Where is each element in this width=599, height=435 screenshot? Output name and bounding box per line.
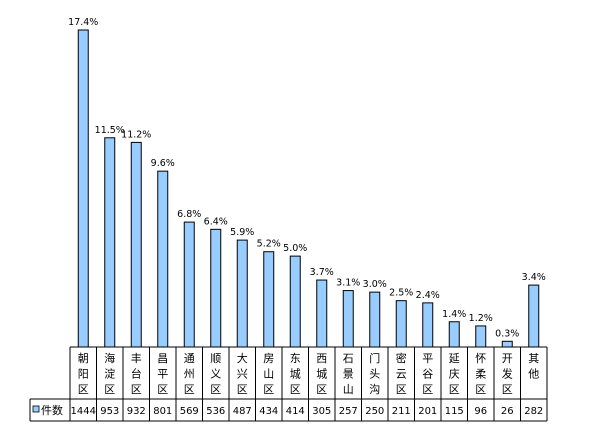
count-cell: 536	[206, 406, 225, 417]
bar	[448, 321, 460, 348]
category-label: 怀柔区	[475, 352, 486, 396]
category-label: 开发区	[502, 352, 513, 396]
value-label: 11.2%	[121, 129, 151, 140]
category-label: 海淀区	[104, 351, 115, 396]
value-label: 3.1%	[336, 278, 360, 289]
category-label: 大兴区	[237, 351, 248, 396]
category-label: 丰台区	[131, 352, 142, 396]
count-cell: 96	[474, 406, 487, 417]
value-label: 3.0%	[363, 279, 387, 290]
count-cell: 932	[127, 406, 146, 417]
legend-swatch	[32, 405, 40, 413]
data-table: 件数 朝阳区 1444 海淀区 953 丰台区 932 昌平区 801 通州区 569 顺义区 536 大…	[29, 346, 548, 422]
bar	[342, 290, 354, 348]
bar	[210, 228, 222, 348]
category-label: 顺义区	[210, 352, 221, 396]
bar	[130, 141, 142, 348]
category-label: 东城区	[290, 352, 301, 396]
category-label: 门头沟	[369, 351, 380, 396]
count-cell: 801	[153, 406, 172, 417]
count-cell: 1444	[71, 406, 96, 417]
value-label: 5.9%	[230, 227, 254, 238]
value-labels-group: 17.4% 11.5%11.2% 9.6% 6.8%6.4%5.9%5.2% 5.0% 3…	[68, 17, 546, 339]
category-label: 房山区	[263, 352, 274, 396]
bar	[475, 325, 487, 348]
bar	[236, 239, 248, 348]
count-cell: 487	[233, 406, 252, 417]
category-label: 石景山	[343, 352, 354, 396]
value-label: 3.7%	[310, 267, 334, 278]
bar	[77, 29, 89, 348]
category-label: 其他	[528, 352, 539, 381]
count-cell: 282	[524, 406, 543, 417]
category-label: 西城区	[316, 352, 327, 396]
value-label: 17.4%	[68, 17, 98, 28]
bar	[501, 340, 513, 348]
count-cell: 26	[501, 406, 514, 417]
value-label: 6.8%	[177, 209, 201, 220]
category-label: 朝阳区	[78, 352, 89, 396]
count-cell: 953	[100, 406, 119, 417]
count-cell: 115	[445, 406, 464, 417]
bar	[395, 300, 407, 348]
value-label: 5.0%	[283, 243, 307, 254]
category-label: 通州区	[184, 352, 195, 396]
value-label: 2.5%	[389, 288, 413, 299]
bar	[528, 284, 540, 348]
value-label: 5.2%	[257, 239, 281, 250]
bar	[157, 170, 169, 348]
value-label: 6.4%	[204, 216, 228, 227]
value-label: 1.4%	[442, 309, 466, 320]
count-cell: 257	[339, 406, 358, 417]
count-cell: 250	[365, 406, 384, 417]
value-label: 9.6%	[151, 158, 175, 169]
bar	[104, 137, 116, 348]
value-label: 2.4%	[416, 290, 440, 301]
legend-label: 件数	[41, 404, 63, 417]
value-label: 0.3%	[495, 328, 519, 339]
bar	[289, 255, 301, 348]
bar	[316, 279, 328, 348]
category-label: 昌平区	[157, 352, 168, 396]
count-cell: 414	[286, 406, 305, 417]
bar	[183, 221, 195, 348]
value-label: 1.2%	[469, 313, 493, 324]
count-cell: 569	[180, 406, 199, 417]
value-label: 3.4%	[522, 272, 546, 283]
category-label: 平谷区	[422, 352, 433, 396]
count-cell: 211	[392, 406, 411, 417]
count-cell: 305	[312, 406, 331, 417]
category-label: 密云区	[396, 351, 407, 396]
bar	[263, 251, 275, 348]
count-cell: 201	[418, 406, 437, 417]
bar	[369, 291, 381, 348]
bar	[422, 302, 434, 348]
bars-group	[77, 29, 540, 348]
count-cell: 434	[259, 406, 278, 417]
category-label: 延庆区	[449, 352, 460, 396]
value-label: 11.5%	[95, 125, 125, 136]
